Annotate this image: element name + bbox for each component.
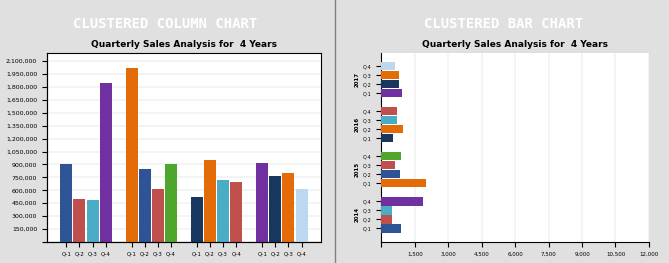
Bar [381, 224, 401, 232]
Bar [381, 125, 403, 133]
Bar [204, 160, 216, 242]
Bar [296, 189, 308, 242]
Bar [381, 80, 399, 88]
Bar [381, 152, 401, 160]
Text: 2014: 2014 [355, 207, 359, 222]
Bar [381, 107, 397, 115]
Bar [381, 161, 395, 169]
Text: 2017: 2017 [355, 72, 359, 87]
Bar [381, 89, 402, 97]
Bar [165, 164, 177, 242]
Bar [270, 176, 282, 242]
Bar [381, 206, 392, 215]
Bar [381, 71, 399, 79]
Title: Quarterly Sales Analysis for  4 Years: Quarterly Sales Analysis for 4 Years [422, 40, 608, 49]
Bar [381, 62, 395, 70]
Bar [381, 215, 393, 224]
Bar [126, 68, 138, 242]
Bar [74, 199, 86, 242]
Bar [230, 182, 242, 242]
Bar [191, 197, 203, 242]
Bar [100, 83, 112, 242]
Bar [217, 180, 229, 242]
Text: 2016: 2016 [355, 117, 359, 132]
Bar [86, 200, 98, 242]
Bar [282, 173, 294, 242]
Bar [381, 170, 400, 179]
Bar [138, 169, 151, 242]
Bar [381, 179, 426, 188]
Bar [381, 134, 393, 142]
Bar [381, 116, 397, 124]
Bar [256, 163, 268, 242]
Text: CLUSTERED BAR CHART: CLUSTERED BAR CHART [424, 17, 583, 31]
Bar [381, 197, 423, 205]
Text: 2015: 2015 [355, 162, 359, 177]
Title: Quarterly Sales Analysis for  4 Years: Quarterly Sales Analysis for 4 Years [91, 40, 277, 49]
Bar [60, 164, 72, 242]
Text: CLUSTERED COLUMN CHART: CLUSTERED COLUMN CHART [74, 17, 258, 31]
Bar [152, 189, 164, 242]
